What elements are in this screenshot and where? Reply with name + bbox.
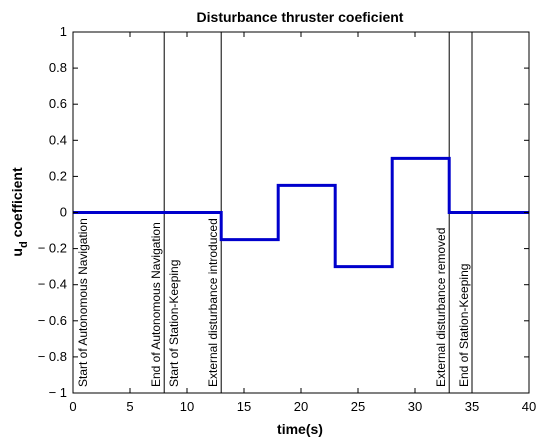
y-tick-label: 0.8: [49, 60, 67, 75]
chart-title: Disturbance thruster coeficient: [197, 9, 404, 25]
x-tick-label: 30: [408, 399, 422, 414]
y-tick-label: 0.4: [49, 132, 67, 147]
x-tick-label: 20: [294, 399, 308, 414]
y-axis-label: ud coefficient: [9, 167, 30, 257]
x-tick-label: 0: [69, 399, 76, 414]
y-tick-label: − 0.8: [38, 349, 67, 364]
annotation-label: End of Station-Keeping: [457, 264, 471, 387]
y-tick-label: − 1: [49, 385, 67, 400]
y-tick-label: − 0.6: [38, 313, 67, 328]
y-tick-label: 0.6: [49, 96, 67, 111]
series-line: [73, 156, 529, 269]
series-layer: [73, 156, 529, 269]
x-axis: 0 5 10 15 20 25 30 35 40: [69, 32, 536, 414]
x-tick-label: 15: [237, 399, 251, 414]
x-tick-label: 25: [351, 399, 365, 414]
x-tick-label: 10: [180, 399, 194, 414]
y-tick-label: 1: [60, 24, 67, 39]
y-tick-label: − 0.2: [38, 241, 67, 256]
annotation-label: External disturbance introduced: [206, 218, 220, 387]
y-tick-label: − 0.4: [38, 277, 67, 292]
annotation-label: Start of Station-Keeping: [167, 260, 181, 387]
y-axis: − 1 − 0.8 − 0.6 − 0.4 − 0.2 0 0.2 0.4 0.6 0.8 1: [38, 24, 529, 400]
x-axis-label: time(s): [277, 421, 323, 437]
x-tick-label: 35: [465, 399, 479, 414]
y-axis-label-rest: coefficient: [9, 167, 25, 241]
y-tick-label: 0.2: [49, 168, 67, 183]
y-axis-label-main: u: [9, 248, 25, 257]
x-tick-label: 40: [522, 399, 536, 414]
annotation-label: External disturbance removed: [434, 228, 448, 387]
annotation-label: Start of Autonomous Navigation: [76, 218, 90, 387]
x-tick-label: 5: [126, 399, 133, 414]
annotation-label: End of Autonomous Navigation: [149, 222, 163, 387]
y-axis-label-subscript: d: [18, 241, 30, 248]
y-tick-label: 0: [60, 205, 67, 220]
